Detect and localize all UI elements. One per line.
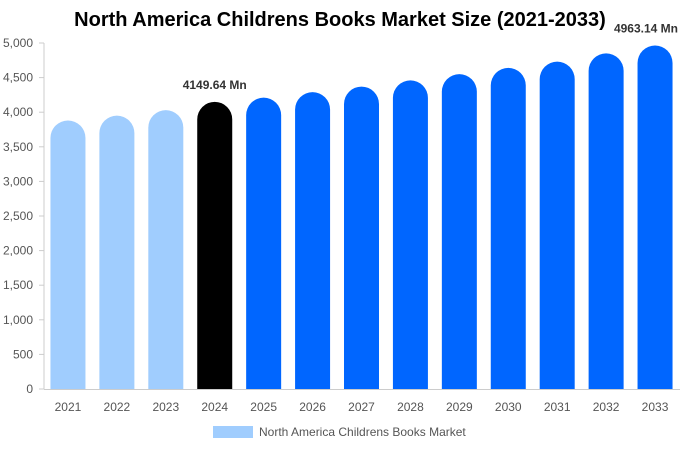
bar-2024 — [197, 101, 233, 389]
y-axis: 0 500 1,000 1,500 2,000 2,500 3,000 3,500 4,000 4… — [3, 36, 45, 396]
bar-2023 — [148, 110, 184, 390]
bar-2022 — [99, 115, 135, 389]
x-tick-label: 2023 — [152, 400, 179, 414]
bar-2032 — [588, 53, 624, 389]
bar-2028 — [392, 80, 428, 390]
bar-2031 — [539, 61, 575, 390]
y-tick-label: 4,000 — [3, 105, 33, 119]
x-tick-label: 2027 — [348, 400, 375, 414]
x-tick-label: 2032 — [593, 400, 620, 414]
x-tick-label: 2022 — [104, 400, 131, 414]
x-tick-label: 2033 — [642, 400, 669, 414]
y-tick-label: 5,000 — [3, 36, 33, 50]
data-label-2024: 4149.64 Mn — [183, 78, 247, 92]
x-tick-label: 2021 — [55, 400, 82, 414]
y-tick-label: 1,000 — [3, 313, 33, 327]
x-axis: 2021 2022 2023 2024 2025 2026 2027 2028 2029 2030… — [44, 389, 680, 414]
y-tick-label: 0 — [26, 382, 33, 396]
x-tick-label: 2026 — [299, 400, 326, 414]
y-tick-label: 2,500 — [3, 209, 33, 223]
x-tick-label: 2024 — [201, 400, 228, 414]
y-tick-label: 500 — [13, 347, 33, 361]
bars — [50, 45, 673, 390]
legend-swatch — [213, 426, 253, 438]
bar-2021 — [50, 120, 86, 389]
legend: North America Childrens Books Market — [213, 425, 466, 439]
y-tick-label: 3,500 — [3, 140, 33, 154]
bar-2029 — [441, 74, 477, 389]
y-tick-label: 3,000 — [3, 174, 33, 188]
x-tick-label: 2029 — [446, 400, 473, 414]
x-tick-label: 2025 — [250, 400, 277, 414]
x-tick-label: 2031 — [544, 400, 571, 414]
data-label-2033: 4963.14 Mn — [614, 22, 678, 36]
x-tick-label: 2028 — [397, 400, 424, 414]
bar-2033 — [637, 45, 673, 389]
bar-2030 — [490, 67, 526, 390]
legend-label: North America Childrens Books Market — [259, 425, 466, 439]
bar-2026 — [295, 92, 331, 389]
chart-title: North America Childrens Books Market Siz… — [74, 9, 606, 31]
bar-2027 — [344, 86, 379, 389]
x-tick-label: 2030 — [495, 400, 522, 414]
y-tick-label: 4,500 — [3, 71, 33, 85]
y-tick-label: 1,500 — [3, 278, 33, 292]
y-tick-label: 2,000 — [3, 244, 33, 258]
bar-2025 — [246, 97, 282, 389]
data-labels: 4149.64 Mn 4963.14 Mn — [183, 22, 678, 92]
